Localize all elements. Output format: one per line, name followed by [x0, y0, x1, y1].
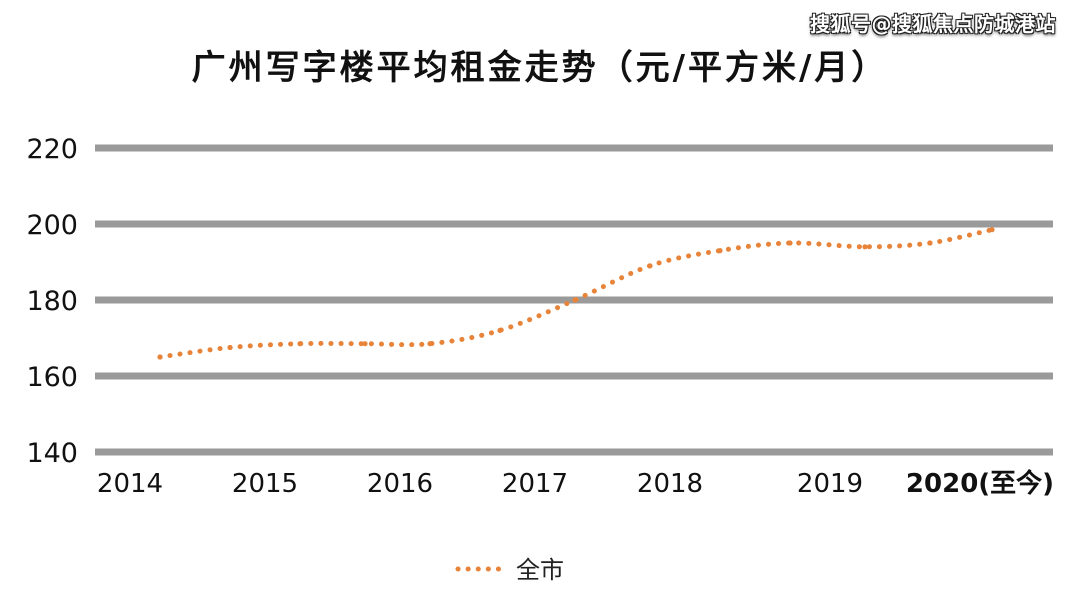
- x-tick-label: 2017: [502, 469, 568, 499]
- y-tick-label: 220: [26, 134, 78, 165]
- x-tick-label: 2019: [797, 469, 863, 499]
- y-axis-ticks: 220 200 180 160 140: [26, 134, 78, 469]
- data-point: [572, 297, 578, 303]
- series-line-全市: [157, 227, 995, 360]
- data-point: [647, 263, 653, 269]
- y-tick-label: 160: [26, 362, 78, 393]
- x-tick-label: 2020(至今): [906, 468, 1054, 499]
- data-point: [927, 240, 933, 246]
- x-axis-ticks: 2014 2015 2016 2017 2018 2019 2020(至今): [97, 468, 1054, 499]
- y-tick-label: 140: [26, 438, 78, 469]
- legend: 全市: [455, 556, 564, 584]
- data-point: [989, 227, 995, 233]
- y-tick-label: 200: [26, 210, 78, 241]
- data-point: [157, 354, 163, 360]
- x-tick-label: 2015: [232, 469, 298, 499]
- legend-label: 全市: [516, 556, 564, 584]
- data-point: [227, 344, 233, 351]
- data-point: [717, 248, 723, 254]
- data-point: [297, 341, 303, 347]
- data-point: [362, 341, 368, 347]
- chart-title: 广州写字楼平均租金走势（元/平方米/月）: [191, 48, 889, 88]
- x-tick-label: 2016: [367, 469, 433, 499]
- x-tick-label: 2014: [97, 469, 163, 499]
- series-layer: [157, 227, 995, 360]
- watermark: 搜狐号@搜狐焦点防城港站: [810, 12, 1056, 36]
- x-tick-label: 2018: [637, 469, 703, 499]
- data-point: [787, 240, 793, 246]
- data-point: [862, 244, 868, 250]
- y-tick-label: 180: [26, 286, 78, 317]
- data-point: [497, 327, 503, 333]
- data-point: [427, 341, 433, 347]
